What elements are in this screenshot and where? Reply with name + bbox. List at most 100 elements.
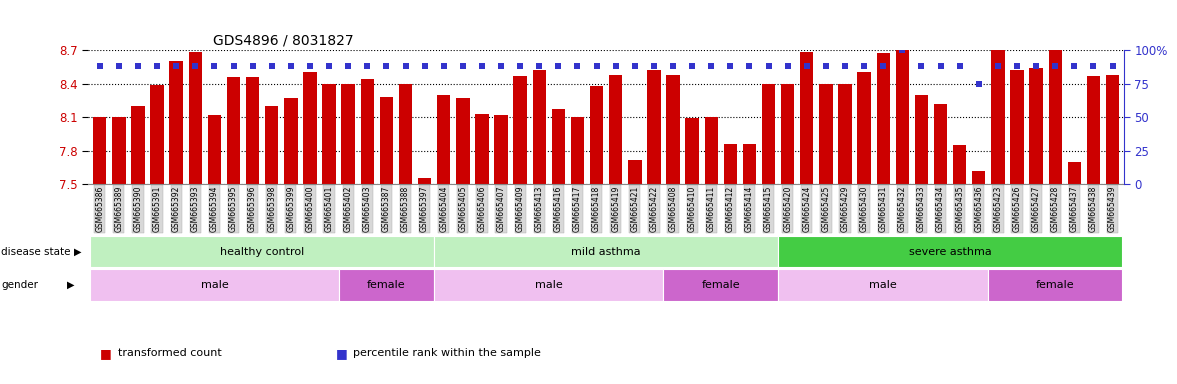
Text: female: female (1036, 280, 1075, 290)
Text: mild asthma: mild asthma (571, 247, 641, 257)
Point (492, 63, 511, 69)
Bar (112, 117, 126, 184)
Point (759, 63, 778, 69)
Text: female: female (701, 280, 740, 290)
Point (722, 63, 740, 69)
Bar (778, 236, 1122, 267)
Text: ▶: ▶ (74, 247, 81, 257)
Bar (322, 83, 335, 184)
Bar (246, 77, 259, 184)
Bar (666, 74, 680, 184)
Bar (341, 83, 354, 184)
Point (186, 63, 205, 69)
Bar (800, 52, 813, 184)
Bar (989, 269, 1122, 301)
Point (893, 47, 912, 53)
Point (224, 63, 242, 69)
Bar (437, 95, 451, 184)
Bar (494, 115, 507, 184)
Text: gender: gender (1, 280, 38, 290)
Point (836, 63, 855, 69)
Bar (590, 86, 604, 184)
Bar (513, 76, 527, 184)
Bar (532, 70, 546, 184)
Point (358, 63, 377, 69)
Bar (896, 16, 909, 184)
Bar (1068, 162, 1080, 184)
Point (511, 63, 530, 69)
Point (664, 63, 683, 69)
Bar (91, 236, 434, 267)
Bar (685, 118, 699, 184)
Bar (91, 269, 339, 301)
Bar (782, 83, 794, 184)
Point (950, 63, 969, 69)
Text: GDS4896 / 8031827: GDS4896 / 8031827 (213, 33, 353, 47)
Bar (1049, 36, 1062, 184)
Text: healthy control: healthy control (220, 247, 305, 257)
Bar (705, 117, 718, 184)
Bar (629, 160, 641, 184)
Point (1084, 63, 1103, 69)
Bar (339, 269, 434, 301)
Bar (972, 171, 985, 184)
Bar (552, 109, 565, 184)
Bar (1030, 68, 1043, 184)
Point (281, 63, 300, 69)
Point (817, 63, 836, 69)
Bar (434, 269, 664, 301)
Text: female: female (367, 280, 406, 290)
Point (1103, 63, 1122, 69)
Point (1065, 63, 1084, 69)
Bar (858, 72, 871, 184)
Point (568, 63, 587, 69)
Point (147, 63, 166, 69)
Bar (169, 61, 182, 184)
Bar (457, 98, 470, 184)
Point (339, 63, 358, 69)
Bar (933, 104, 947, 184)
Bar (647, 70, 660, 184)
Point (989, 63, 1008, 69)
Point (377, 63, 395, 69)
Bar (953, 145, 966, 184)
Text: ▶: ▶ (67, 280, 74, 290)
Point (320, 63, 339, 69)
Text: ■: ■ (100, 347, 112, 360)
Bar (434, 236, 778, 267)
Bar (284, 98, 298, 184)
Point (453, 63, 472, 69)
Bar (151, 84, 164, 184)
Bar (360, 79, 374, 184)
Bar (93, 117, 106, 184)
Bar (664, 269, 778, 301)
Text: ■: ■ (335, 347, 347, 360)
Bar (380, 97, 393, 184)
Point (300, 63, 319, 69)
Bar (399, 83, 412, 184)
Point (645, 63, 664, 69)
Point (701, 63, 720, 69)
Point (109, 63, 128, 69)
Point (683, 63, 701, 69)
Point (1008, 63, 1026, 69)
Text: male: male (200, 280, 228, 290)
Bar (915, 95, 929, 184)
Point (167, 63, 186, 69)
Text: transformed count: transformed count (118, 348, 221, 358)
Text: percentile rank within the sample: percentile rank within the sample (353, 348, 541, 358)
Bar (778, 269, 989, 301)
Bar (418, 177, 431, 184)
Bar (1010, 70, 1024, 184)
Bar (743, 144, 756, 184)
Bar (476, 114, 488, 184)
Point (244, 63, 262, 69)
Bar (762, 83, 776, 184)
Point (128, 63, 147, 69)
Point (912, 63, 931, 69)
Bar (819, 83, 832, 184)
Text: disease state: disease state (1, 247, 71, 257)
Point (587, 63, 606, 69)
Point (530, 63, 548, 69)
Point (625, 63, 644, 69)
